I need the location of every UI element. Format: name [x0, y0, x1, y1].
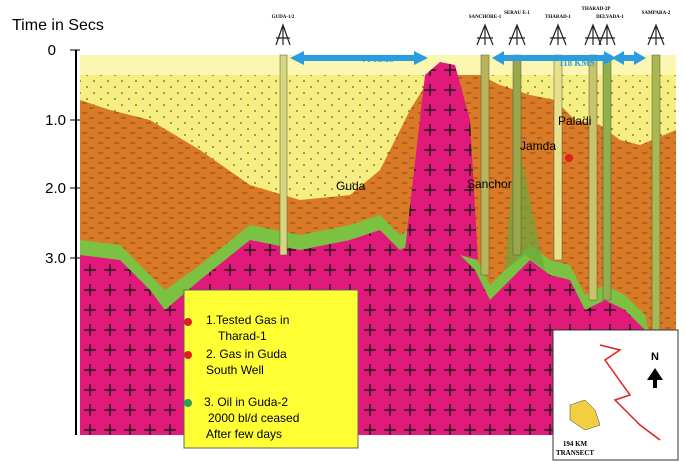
inset-caption: TRANSECT [556, 449, 594, 457]
note-line: 3. Oil in Guda-2 [204, 395, 288, 409]
tick-label: 1.0 [45, 112, 66, 129]
derricks [275, 23, 665, 46]
well-label: DELVADA-1 [596, 15, 624, 20]
note-line: Tharad-1 [218, 329, 267, 343]
sand-layer [80, 55, 676, 200]
well-label: SANCHORE-1 [469, 15, 502, 20]
place-label: Paladi [558, 114, 591, 128]
well-label: THARAD-1 [545, 15, 571, 20]
well-label: SERAU E-1 [504, 11, 530, 16]
well-label: GUDA-1/2 [272, 15, 295, 20]
axis-title: Time in Secs [12, 17, 104, 34]
gas-marker [184, 318, 192, 326]
note-line: 2000 bl/d ceased [208, 411, 299, 425]
axis-ticks [70, 49, 80, 259]
place-label: Jamda [520, 139, 556, 153]
north-label: N [651, 351, 659, 363]
note-line: 2. Gas in Guda [206, 347, 287, 361]
place-label: Guda [336, 179, 366, 193]
inset-caption: 194 KM [563, 440, 588, 448]
well-label: SAMPARA-2 [642, 11, 671, 16]
tick-label: 2.0 [45, 180, 66, 197]
oil-marker [184, 399, 192, 407]
note-line: After few days [206, 427, 282, 441]
distance-label: 118 KMS [559, 58, 595, 68]
note-line: South Well [206, 363, 264, 377]
notes-box [183, 289, 359, 449]
inset-region [569, 399, 601, 431]
tick-label: 0 [48, 42, 56, 59]
gas-marker [565, 154, 573, 162]
note-line: 1.Tested Gas in [206, 313, 289, 327]
tick-label: 3.0 [45, 250, 66, 267]
transect-line [599, 344, 661, 441]
distance-label: 76 KMS [362, 54, 394, 64]
well-label: THARAD-2P [582, 7, 611, 12]
basement-dome [405, 62, 478, 260]
gas-marker [184, 351, 192, 359]
distance-arrows [290, 51, 646, 65]
north-arrow [647, 368, 663, 388]
place-label: Sanchor [467, 177, 512, 191]
well-logs [279, 54, 661, 391]
